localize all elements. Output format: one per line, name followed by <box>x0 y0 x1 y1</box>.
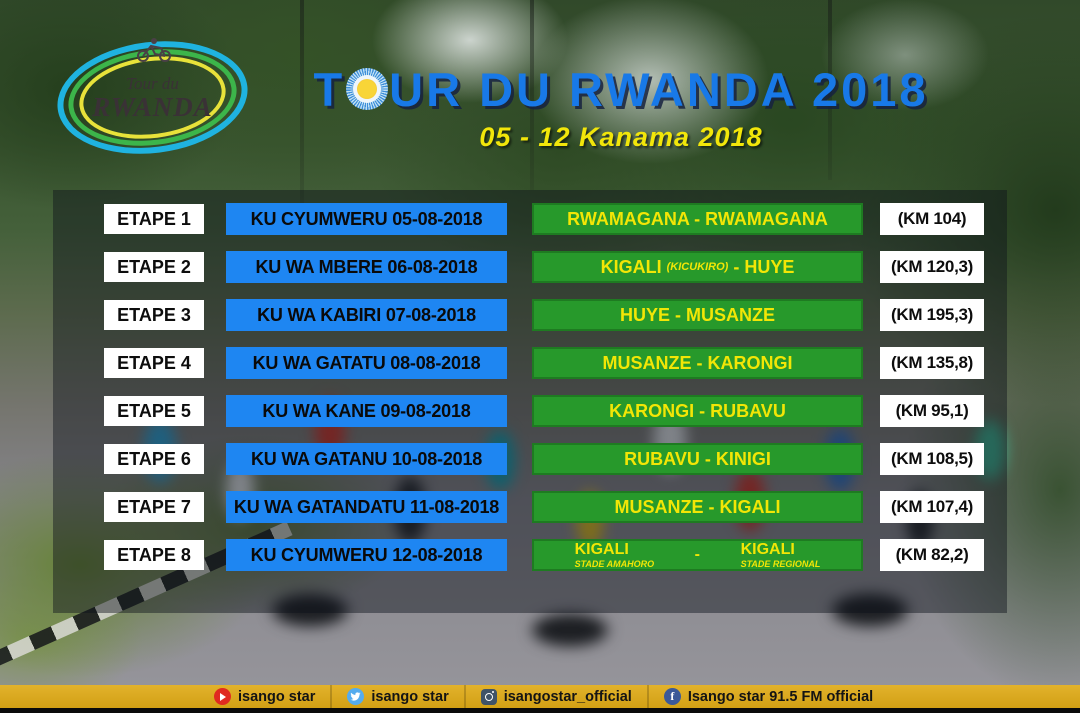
social-label: isangostar_official <box>503 688 632 705</box>
stage-cell: ETAPE 4 <box>104 348 204 378</box>
social-item-facebook: f Isango star 91.5 FM official <box>663 688 874 705</box>
distance-cell: (KM 108,5) <box>880 443 984 475</box>
title-before-sun: T <box>313 63 346 116</box>
route-city: KIGALI <box>740 540 795 558</box>
distance-cell: (KM 107,4) <box>880 491 984 523</box>
stage-cell: ETAPE 2 <box>104 252 204 282</box>
table-row: ETAPE 2 KU WA MBERE 06-08-2018 KIGALI (KICU… <box>0 251 1080 283</box>
stage-cell: ETAPE 3 <box>104 300 204 330</box>
table-row: ETAPE 4 KU WA GATATU 08-08-2018 MUSANZE - … <box>0 347 1080 379</box>
social-item-instagram: isangostar_official <box>480 688 632 705</box>
route-end: KIGALI STADE REGIONAL <box>740 540 821 569</box>
route-text: RWAMAGANA - RWAMAGANA <box>567 208 828 229</box>
social-item-twitter: isango star <box>347 688 449 705</box>
distance-cell: (KM 104) <box>880 203 984 235</box>
play-glyph <box>220 692 226 701</box>
light-pole <box>300 0 304 215</box>
date-cell: KU WA GATATU 08-08-2018 <box>226 347 507 379</box>
logo-line1: Tour du <box>126 73 179 93</box>
route-cell: MUSANZE - KARONGI <box>532 347 863 379</box>
route-text: RUBAVU - KINIGI <box>624 448 771 469</box>
distance-cell: (KM 82,2) <box>880 539 984 571</box>
route-text: MUSANZE - KARONGI <box>602 352 793 373</box>
date-cell: KU WA GATANDATU 11-08-2018 <box>226 491 507 523</box>
route-venue: STADE AMAHORO <box>574 558 655 569</box>
stage-cell: ETAPE 5 <box>104 396 204 426</box>
divider <box>330 685 333 708</box>
stage-cell: ETAPE 7 <box>104 492 204 522</box>
social-label: isango star <box>371 688 449 705</box>
route-text: MUSANZE - KIGALI <box>614 496 781 517</box>
route-cell: KARONGI - RUBAVU <box>532 395 863 427</box>
title-after-sun: UR DU RWANDA 2018 <box>389 63 929 116</box>
twitter-icon <box>347 688 365 705</box>
date-cell: KU WA KABIRI 07-08-2018 <box>226 299 507 331</box>
date-cell: KU CYUMWERU 05-08-2018 <box>226 203 507 235</box>
distance-cell: (KM 195,3) <box>880 299 984 331</box>
sun-icon <box>346 68 389 110</box>
tour-du-rwanda-logo: Tour du RWANDA <box>50 30 255 165</box>
camera-lens-glyph <box>484 692 493 701</box>
youtube-icon <box>214 688 231 705</box>
social-label: Isango star 91.5 FM official <box>687 688 874 705</box>
distance-cell: (KM 135,8) <box>880 347 984 379</box>
route-cell: RUBAVU - KINIGI <box>532 443 863 475</box>
light-pole <box>828 0 832 180</box>
table-row: ETAPE 3 KU WA KABIRI 07-08-2018 HUYE - MUS… <box>0 299 1080 331</box>
stage-cell: ETAPE 1 <box>104 204 204 234</box>
divider <box>646 685 649 708</box>
table-row: ETAPE 8 KU CYUMWERU 12-08-2018 KIGALI STA… <box>0 539 1080 571</box>
logo-text: Tour du RWANDA <box>55 40 250 155</box>
schedule-table: ETAPE 1 KU CYUMWERU 05-08-2018 RWAMAGANA -… <box>0 203 1080 587</box>
cyclist-icon <box>137 38 171 62</box>
social-label: isango star <box>238 688 316 705</box>
date-cell: KU WA MBERE 06-08-2018 <box>226 251 507 283</box>
route-separator: - <box>694 546 700 563</box>
camera-dot-glyph <box>492 691 495 693</box>
social-item-youtube: isango star <box>214 688 315 705</box>
table-row: ETAPE 1 KU CYUMWERU 05-08-2018 RWAMAGANA -… <box>0 203 1080 235</box>
poster-title: T UR DU RWANDA 2018 <box>285 62 957 117</box>
route-start: KIGALI STADE AMAHORO <box>574 540 655 569</box>
route-text: KIGALI <box>600 256 662 277</box>
route-split: KIGALI STADE AMAHORO - KIGALI STADE REGI… <box>534 540 861 569</box>
stage-cell: ETAPE 8 <box>104 540 204 570</box>
date-cell: KU CYUMWERU 12-08-2018 <box>226 539 507 571</box>
social-bar: isango star isango star isangostar_offic… <box>0 685 1080 708</box>
distance-cell: (KM 95,1) <box>880 395 984 427</box>
date-cell: KU WA KANE 09-08-2018 <box>226 395 507 427</box>
route-cell: RWAMAGANA - RWAMAGANA <box>532 203 863 235</box>
route-cell: MUSANZE - KIGALI <box>532 491 863 523</box>
route-text: (KICUKIRO) <box>666 261 729 273</box>
route-venue: STADE REGIONAL <box>740 558 821 569</box>
poster-subtitle: 05 - 12 Kanama 2018 <box>479 122 763 152</box>
table-row: ETAPE 7 KU WA GATANDATU 11-08-2018 MUSANZE… <box>0 491 1080 523</box>
table-row: ETAPE 6 KU WA GATANU 10-08-2018 RUBAVU - K… <box>0 443 1080 475</box>
distance-cell: (KM 120,3) <box>880 251 984 283</box>
route-cell: KIGALI STADE AMAHORO - KIGALI STADE REGI… <box>532 539 863 571</box>
bottom-black-strip <box>0 708 1080 713</box>
route-cell: KIGALI (KICUKIRO) - HUYE <box>532 251 863 283</box>
stage-cell: ETAPE 6 <box>104 444 204 474</box>
route-text: KARONGI - RUBAVU <box>609 400 786 421</box>
light-pole <box>530 0 534 190</box>
facebook-icon: f <box>663 688 681 705</box>
instagram-icon <box>480 688 497 705</box>
route-cell: HUYE - MUSANZE <box>532 299 863 331</box>
route-text: HUYE - MUSANZE <box>619 304 775 325</box>
date-cell: KU WA GATANU 10-08-2018 <box>226 443 507 475</box>
table-row: ETAPE 5 KU WA KANE 09-08-2018 KARONGI - RU… <box>0 395 1080 427</box>
route-text: - HUYE <box>733 256 795 277</box>
route-city: KIGALI <box>574 540 629 558</box>
logo-line2: RWANDA <box>92 91 213 122</box>
divider <box>463 685 466 708</box>
